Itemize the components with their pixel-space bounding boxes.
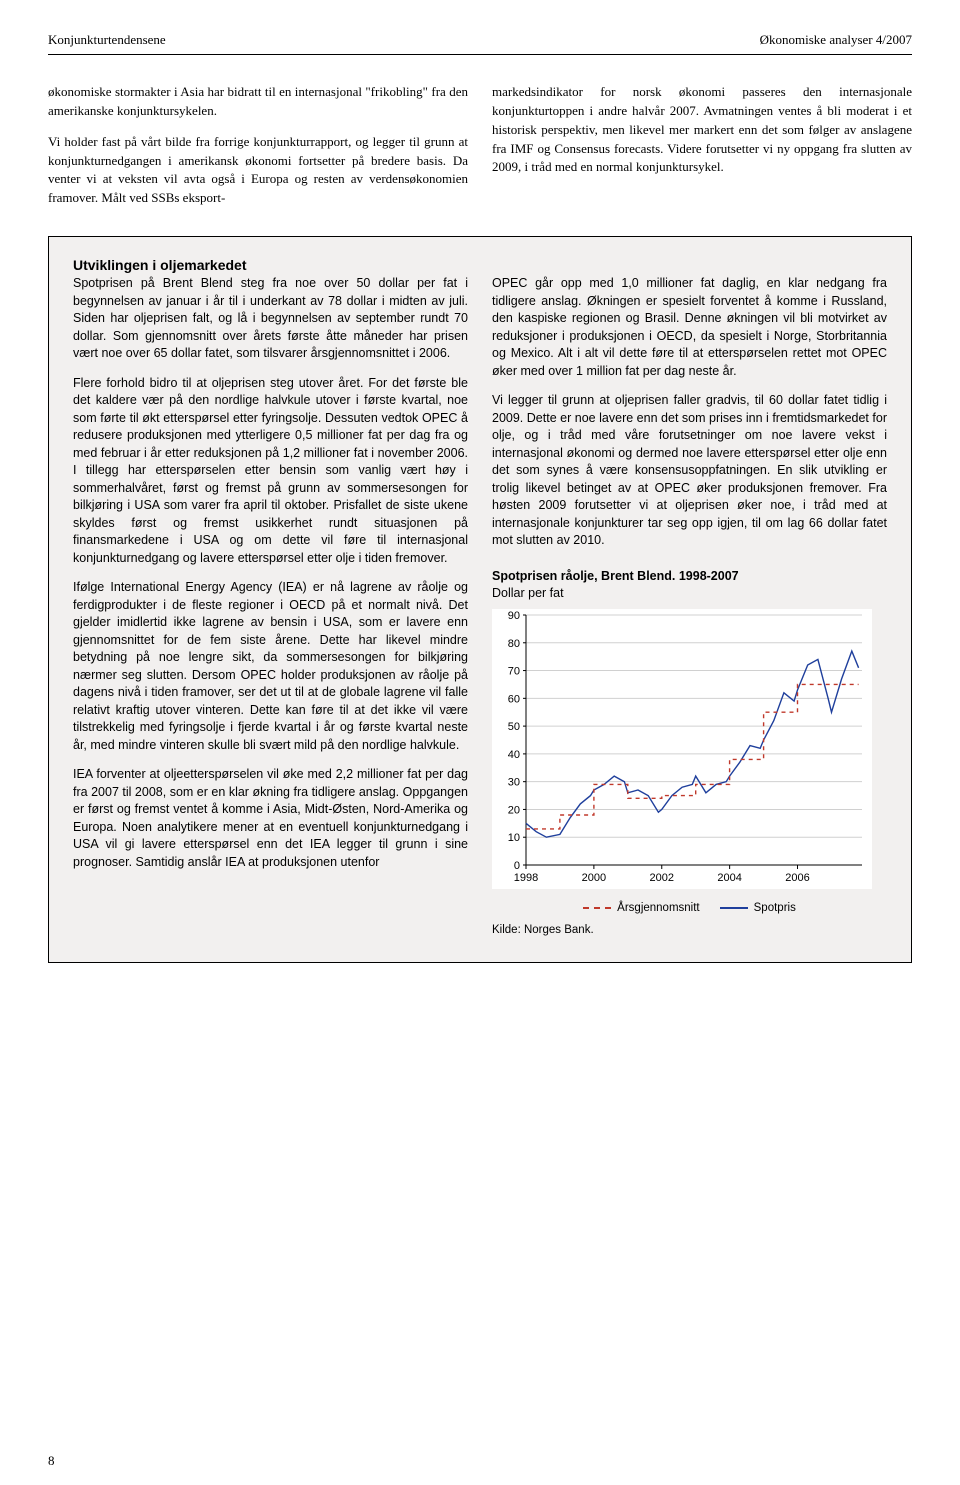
svg-text:2004: 2004 bbox=[717, 872, 741, 884]
legend-swatch bbox=[583, 907, 611, 909]
chart-subtitle: Dollar per fat bbox=[492, 585, 887, 603]
svg-text:50: 50 bbox=[508, 721, 520, 733]
svg-text:90: 90 bbox=[508, 610, 520, 622]
main-left-col: økonomiske stormakter i Asia har bidratt… bbox=[48, 83, 468, 208]
svg-text:20: 20 bbox=[508, 804, 520, 816]
box-title: Utviklingen i oljemarkedet bbox=[73, 257, 887, 273]
page-header: Konjunkturtendensene Økonomiske analyser… bbox=[48, 32, 912, 48]
svg-text:2006: 2006 bbox=[785, 872, 809, 884]
box-left-col: Spotprisen på Brent Blend steg fra noe o… bbox=[73, 275, 468, 938]
box-para: Vi legger til grunn at oljeprisen faller… bbox=[492, 392, 887, 550]
box-para: Ifølge International Energy Agency (IEA)… bbox=[73, 579, 468, 754]
main-para: markedsindikator for norsk økonomi passe… bbox=[492, 83, 912, 177]
line-chart: 0 10 20 30 40 50 60 70 80 90 1998 2000 2002 2004 2006 bbox=[492, 609, 872, 889]
svg-text:2002: 2002 bbox=[650, 872, 674, 884]
page-number: 8 bbox=[48, 1453, 55, 1469]
header-right: Økonomiske analyser 4/2007 bbox=[760, 32, 912, 48]
chart-legend: Årsgjennomsnitt Spotpris bbox=[492, 900, 887, 916]
box-para: Spotprisen på Brent Blend steg fra noe o… bbox=[73, 275, 468, 363]
svg-text:70: 70 bbox=[508, 665, 520, 677]
svg-text:40: 40 bbox=[508, 748, 520, 760]
info-box: Utviklingen i oljemarkedet Spotprisen på… bbox=[48, 236, 912, 963]
svg-text:1998: 1998 bbox=[514, 872, 538, 884]
legend-label: Spotpris bbox=[754, 900, 796, 916]
legend-label: Årsgjennomsnitt bbox=[617, 900, 699, 916]
header-rule bbox=[48, 54, 912, 55]
legend-item: Årsgjennomsnitt bbox=[583, 900, 699, 916]
legend-item: Spotpris bbox=[720, 900, 796, 916]
main-para: økonomiske stormakter i Asia har bidratt… bbox=[48, 83, 468, 121]
svg-text:30: 30 bbox=[508, 776, 520, 788]
box-right-col: OPEC går opp med 1,0 millioner fat dagli… bbox=[492, 275, 887, 938]
box-para: Flere forhold bidro til at oljeprisen st… bbox=[73, 375, 468, 568]
legend-swatch bbox=[720, 907, 748, 909]
main-right-col: markedsindikator for norsk økonomi passe… bbox=[492, 83, 912, 208]
main-columns: økonomiske stormakter i Asia har bidratt… bbox=[48, 83, 912, 208]
chart-container: Spotprisen råolje, Brent Blend. 1998-200… bbox=[492, 568, 887, 939]
chart-source: Kilde: Norges Bank. bbox=[492, 922, 887, 938]
chart-title: Spotprisen råolje, Brent Blend. 1998-200… bbox=[492, 568, 887, 586]
header-left: Konjunkturtendensene bbox=[48, 32, 166, 48]
box-para: OPEC går opp med 1,0 millioner fat dagli… bbox=[492, 275, 887, 380]
box-para: IEA forventer at oljeetterspørselen vil … bbox=[73, 766, 468, 871]
main-para: Vi holder fast på vårt bilde fra forrige… bbox=[48, 133, 468, 208]
svg-text:60: 60 bbox=[508, 693, 520, 705]
svg-text:0: 0 bbox=[514, 860, 520, 872]
svg-text:80: 80 bbox=[508, 637, 520, 649]
box-columns: Spotprisen på Brent Blend steg fra noe o… bbox=[73, 275, 887, 938]
svg-text:2000: 2000 bbox=[582, 872, 606, 884]
svg-text:10: 10 bbox=[508, 832, 520, 844]
